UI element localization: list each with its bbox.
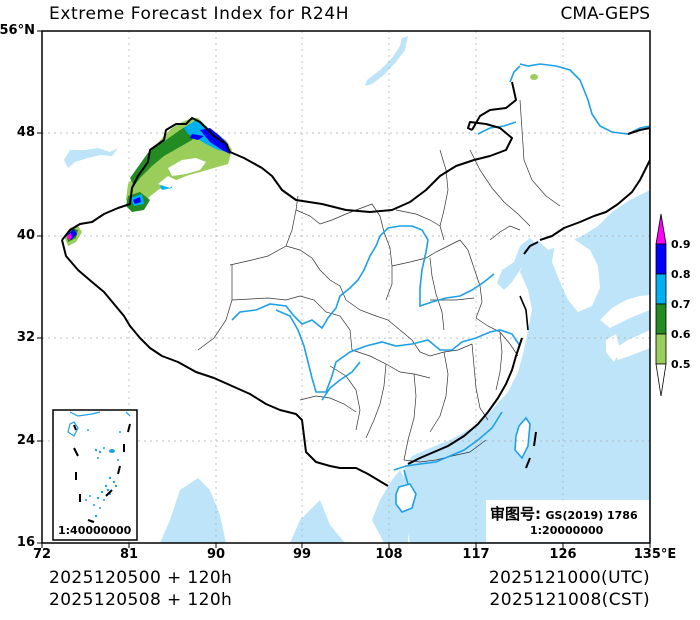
axis-ticks [37, 30, 651, 548]
colorbar-label-0.8: 0.8 [671, 268, 691, 281]
lat-tick-48: 48 [16, 125, 35, 140]
inset-map [52, 409, 138, 541]
lon-tick-99: 99 [292, 547, 312, 562]
lon-tick-126: 126 [549, 547, 577, 562]
graticule [42, 31, 650, 543]
init-time-cst: 2025120508 + 120h [49, 590, 233, 610]
lat-tick-56: 56°N [0, 23, 35, 38]
approval-box [486, 500, 649, 542]
colorbar-label-0.7: 0.7 [671, 298, 691, 311]
lon-tick-90: 90 [206, 547, 226, 562]
efi-shading [64, 74, 538, 246]
lon-tick-135: 135°E [633, 547, 677, 562]
colorbar-label-0.6: 0.6 [671, 328, 691, 341]
approval-code: GS(2019) 1786 [545, 509, 638, 522]
colorbar [655, 213, 667, 397]
lat-tick-32: 32 [16, 330, 35, 345]
colorbar-label-0.9: 0.9 [671, 238, 691, 251]
lat-tick-24: 24 [16, 433, 35, 448]
lat-tick-40: 40 [16, 228, 35, 243]
approval-number: 审图号: GS(2019) 1786 [490, 503, 638, 524]
lon-tick-81: 81 [119, 547, 139, 562]
valid-time-cst: 2025121008(CST) [489, 590, 650, 610]
national-border [61, 81, 650, 487]
lon-tick-108: 108 [375, 547, 403, 562]
inset-scale: 1:40000000 [58, 524, 132, 537]
valid-time-utc: 2025121000(UTC) [488, 568, 650, 588]
map-frame [41, 30, 651, 544]
map-scale: 1:20000000 [530, 524, 604, 537]
map-title: Extreme Forecast Index for R24H [49, 4, 350, 24]
approval-label: 审图号: [490, 505, 541, 523]
colorbar-label-0.5: 0.5 [671, 358, 691, 371]
lon-tick-117: 117 [462, 547, 490, 562]
lat-tick-16: 16 [16, 535, 35, 550]
model-name: CMA-GEPS [560, 4, 650, 24]
init-time-utc: 2025120500 + 120h [49, 568, 233, 588]
lon-tick-72: 72 [32, 547, 52, 562]
